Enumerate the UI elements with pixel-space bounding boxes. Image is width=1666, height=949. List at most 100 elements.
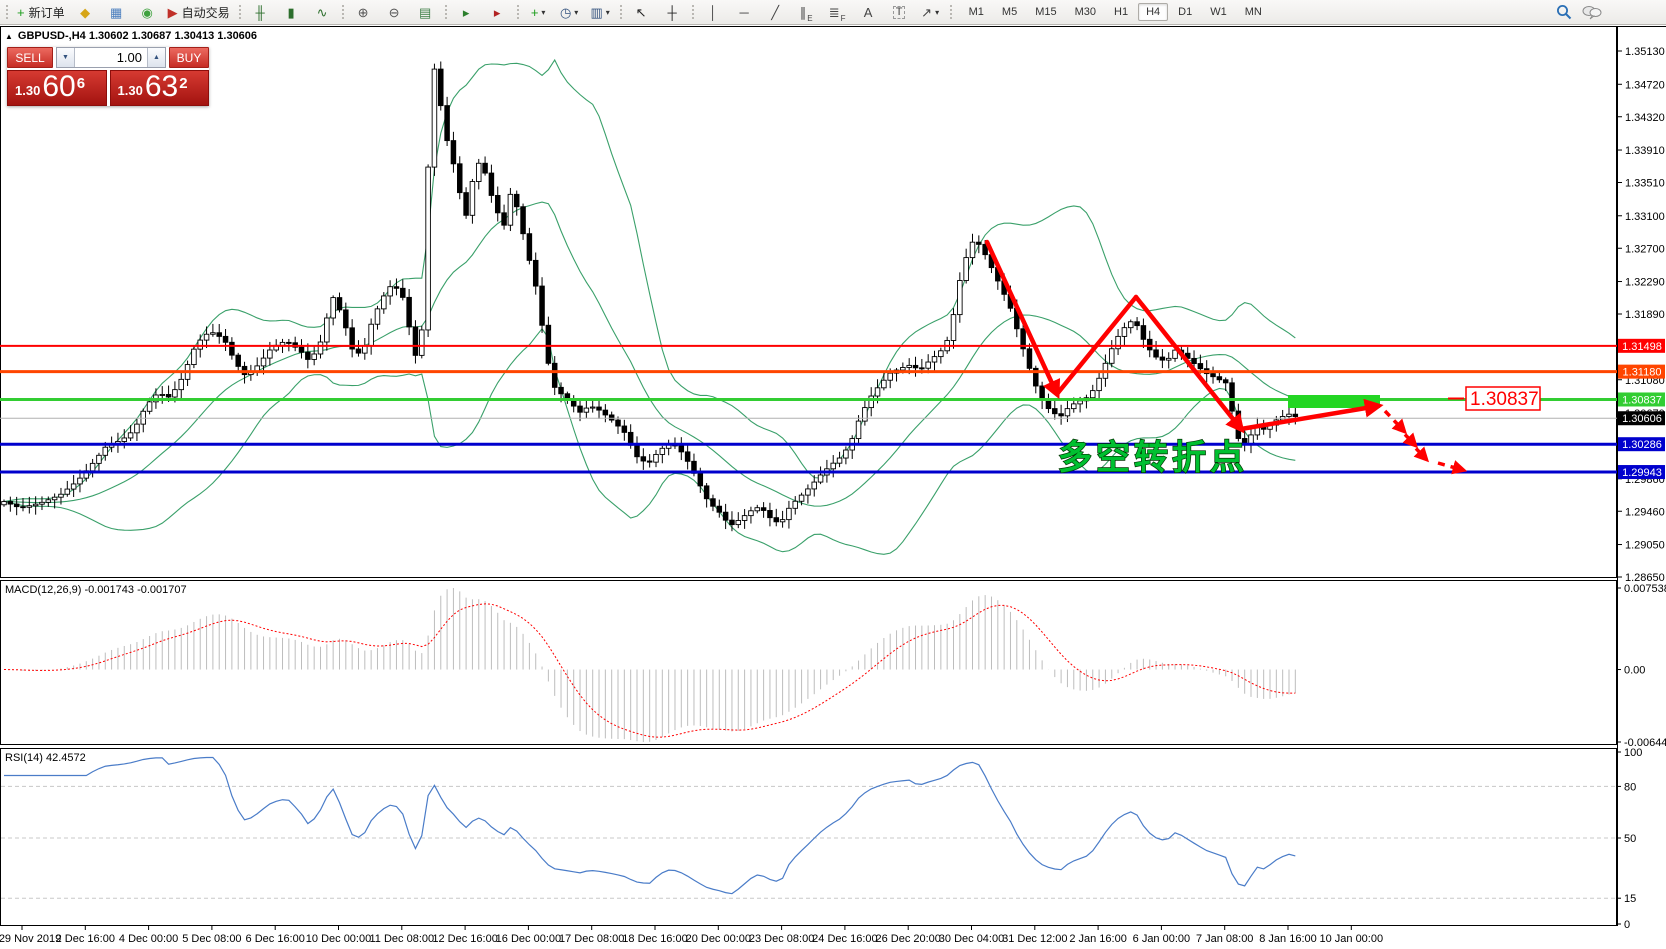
buy-price-prefix: 1.30 [117,83,143,98]
buy-price-button[interactable]: 1.30 63 2 [109,70,209,106]
equidistant-channel-icon[interactable]: ∥ E [792,1,821,24]
timeframe-m5-button[interactable]: M5 [1001,6,1018,18]
svg-text:4 Dec 00:00: 4 Dec 00:00 [119,933,178,945]
trendline-icon[interactable]: ╱ [761,1,790,24]
chevron-down-icon[interactable]: ▾ [935,7,940,17]
auto-scroll-icon: ▸ [462,4,470,20]
zoom-out-icon[interactable]: ⊖ [380,1,409,24]
chevron-down-icon[interactable]: ▾ [605,7,610,17]
cursor-icon: ↖ [635,4,647,20]
svg-text:20 Dec 00:00: 20 Dec 00:00 [686,933,751,945]
timeframe-m30-button[interactable]: M30 [1074,6,1096,18]
periods-button[interactable]: ◷ ▾ [555,1,584,24]
rsi-line [4,756,1296,895]
timeframe-h1-button[interactable]: H1 [1114,6,1129,18]
vertical-line-icon[interactable]: │ [699,1,728,24]
sell-price-button[interactable]: 1.30 60 6 [7,70,107,106]
sell-price-prefix: 1.30 [15,83,41,98]
horizontal-line-objects[interactable] [0,344,1617,474]
one-click-collapse-icon[interactable]: ▲ [5,31,13,41]
bollinger-bands [3,58,1296,555]
macd-signal-line [3,603,1296,738]
highlight-rectangle [1288,395,1380,408]
annotations[interactable]: 1.30837 多空转折点 [984,239,1541,478]
macd-axis: 0.007538 0.00 -0.006446 [1617,583,1666,749]
svg-text:1.34720: 1.34720 [1625,79,1665,91]
timeframe-m15-button[interactable]: M15 [1035,6,1057,18]
signals-icon: ◉ [141,4,153,20]
svg-text:1.32700: 1.32700 [1625,243,1665,255]
svg-text:6 Dec 16:00: 6 Dec 16:00 [246,933,305,945]
bars-chart-icon: ╫ [255,4,265,20]
tile-windows-icon[interactable]: ▤ [411,1,440,24]
horizontal-line-icon[interactable]: ─ [730,1,759,24]
svg-text:1.29943: 1.29943 [1622,467,1662,479]
price-callout-box [1465,386,1541,411]
svg-text:1.34320: 1.34320 [1625,112,1665,124]
buy-price-big: 63 [144,70,179,103]
svg-text:2 Dec 16:00: 2 Dec 16:00 [56,933,115,945]
signals-icon[interactable]: ◉ [133,1,162,24]
data-window-icon[interactable]: ▦ [102,1,131,24]
bars-chart-icon[interactable]: ╫ [246,1,275,24]
svg-text:1.31498: 1.31498 [1622,341,1662,353]
new-order-button[interactable]: + 新订单 [13,1,69,24]
crosshair-icon[interactable]: ┼ [658,1,687,24]
volume-input[interactable]: 1.00 [116,50,142,65]
text-label-icon[interactable]: T [885,1,914,24]
autotrading-button[interactable]: ▶ 自动交易 [164,1,234,24]
price-callout-text: 1.30837 [1470,389,1539,410]
toolbar-grip [5,4,9,20]
svg-text:50: 50 [1624,833,1636,845]
chart-shift-icon[interactable]: ▸ [483,1,512,24]
indicators-button[interactable]: + ▾ [524,1,553,24]
candlestick-chart-icon[interactable]: ▮ [277,1,306,24]
arrows-icon[interactable]: ↗ ▾ [916,1,945,24]
svg-text:17 Dec 08:00: 17 Dec 08:00 [559,933,624,945]
line-chart-icon[interactable]: ∿ [308,1,337,24]
timeframe-mn-button[interactable]: MN [1244,6,1262,18]
buy-price-pip: 2 [179,75,188,92]
timeframe-m1-button[interactable]: M1 [968,6,984,18]
data-window-icon: ▦ [109,4,123,20]
svg-text:1.33910: 1.33910 [1625,145,1665,157]
trend-arrow [984,239,1061,400]
price-badges: 1.31498 1.31180 1.30837 1.30606 1.30286 1.299… [1618,338,1665,480]
dashed-projection-arrow [1437,460,1468,475]
tile-windows-icon: ▤ [418,4,432,20]
toolbar: + 新订单 ◆ ▦ ◉ ▶ 自动交易 ╫ ▮ ∿ ⊕ ⊖ ▤ ▸ ▸ + ▾ ◷ ▾ ▥ ▾ ↖ ┼ │ ─ ╱ ∥ E ≣ F A T ↗ ▾ … [0,0,1666,25]
toolbar-grip [948,4,953,20]
svg-text:10 Jan 00:00: 10 Jan 00:00 [1319,933,1383,945]
chat-icon[interactable] [1582,4,1602,20]
svg-text:23 Dec 08:00: 23 Dec 08:00 [749,933,814,945]
text-icon: A [863,4,873,20]
volume-increase-button[interactable]: ▲ [147,48,165,67]
sell-button[interactable]: SELL [7,47,53,68]
svg-text:1.30606: 1.30606 [1622,413,1662,425]
svg-text:0.00: 0.00 [1624,665,1645,677]
svg-text:10 Dec 00:00: 10 Dec 00:00 [306,933,371,945]
cursor-icon[interactable]: ↖ [627,1,656,24]
timeframe-d1-button[interactable]: D1 [1178,6,1193,18]
svg-text:1.33510: 1.33510 [1625,178,1665,190]
auto-scroll-icon[interactable]: ▸ [452,1,481,24]
zoom-in-icon[interactable]: ⊕ [349,1,378,24]
text-icon[interactable]: A [854,1,883,24]
svg-text:1.28650: 1.28650 [1625,572,1665,584]
timeframe-h4-button[interactable]: H4 [1138,3,1169,21]
search-icon[interactable] [1556,4,1572,20]
templates-button[interactable]: ▥ ▾ [586,1,615,24]
buy-button[interactable]: BUY [169,47,209,68]
one-click-trading-panel: SELL ▼ 1.00 ▲ BUY 1.30 60 6 1.30 63 2 [7,47,209,106]
chevron-down-icon[interactable]: ▾ [574,7,579,17]
timeframe-w1-button[interactable]: W1 [1210,6,1227,18]
fibonacci-icon[interactable]: ≣ F [823,1,852,24]
sell-price-pip: 6 [76,75,86,92]
rsi-axis: 100 80 50 15 0 [1617,747,1642,931]
history-center-icon[interactable]: ◆ [71,1,100,24]
volume-decrease-button[interactable]: ▼ [57,48,75,67]
dashed-projection-arrow [1405,437,1430,463]
chevron-down-icon[interactable]: ▾ [541,7,546,17]
macd-histogram [9,588,1296,742]
